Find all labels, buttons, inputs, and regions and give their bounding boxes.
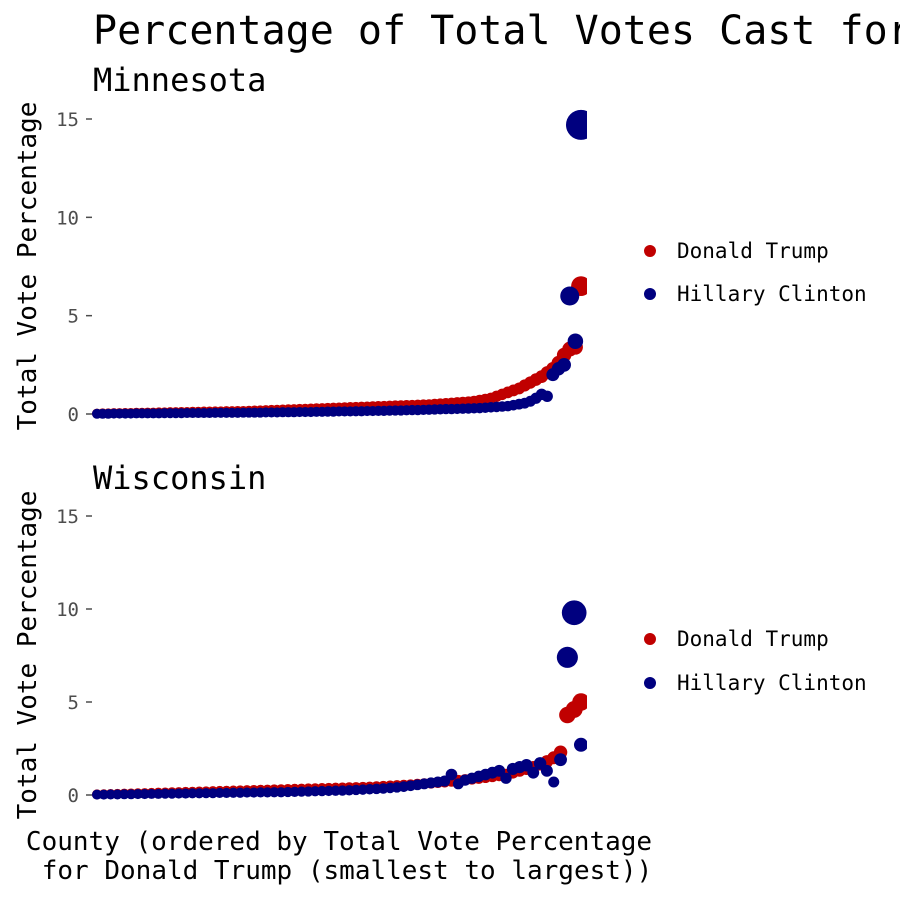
legend-label-trump: Donald Trump bbox=[677, 239, 829, 263]
y-axis-label-wisconsin: Total Vote Percentage bbox=[13, 491, 43, 820]
legend-label-clinton: Hillary Clinton bbox=[677, 282, 867, 306]
y-tick-label: 10 bbox=[56, 207, 79, 229]
y-tick-label: 0 bbox=[68, 404, 79, 426]
legend-label-trump: Donald Trump bbox=[677, 627, 829, 651]
panel-title-wisconsin: Wisconsin bbox=[93, 459, 266, 497]
scatter-points-wisconsin bbox=[91, 600, 587, 800]
legend-label-clinton: Hillary Clinton bbox=[677, 671, 867, 695]
y-axis-minnesota: 0 5 10 15 bbox=[56, 109, 92, 426]
x-axis-label-line2: for Donald Trump (smallest to largest)) bbox=[42, 856, 652, 886]
x-axis-label-line1: County (ordered by Total Vote Percentage bbox=[26, 827, 652, 857]
scatter-points-minnesota bbox=[91, 109, 587, 419]
clinton-point bbox=[557, 357, 571, 372]
clinton-point bbox=[567, 333, 584, 350]
clinton-point bbox=[527, 766, 540, 779]
chart-title: Percentage of Total Votes Cast for bbox=[93, 8, 900, 54]
legend-marker-clinton bbox=[644, 288, 656, 300]
clinton-point bbox=[548, 776, 560, 788]
clinton-point bbox=[561, 600, 587, 626]
clinton-point bbox=[560, 286, 580, 306]
y-tick-label: 10 bbox=[56, 599, 79, 621]
trump-point bbox=[572, 693, 587, 711]
clinton-point bbox=[493, 764, 506, 777]
y-tick-label: 0 bbox=[68, 785, 79, 807]
clinton-point bbox=[573, 737, 587, 752]
legend-marker-clinton bbox=[644, 677, 656, 689]
y-axis-wisconsin: 0 5 10 15 bbox=[56, 506, 92, 807]
panel-minnesota: Minnesota Total Vote Percentage 0 5 10 15 D… bbox=[13, 61, 867, 430]
clinton-point bbox=[540, 764, 553, 777]
y-tick-label: 15 bbox=[56, 109, 79, 131]
clinton-point bbox=[554, 753, 567, 767]
clinton-point bbox=[566, 109, 587, 140]
clinton-point bbox=[445, 768, 458, 781]
legend-wisconsin: Donald Trump Hillary Clinton bbox=[644, 627, 867, 695]
y-tick-label: 15 bbox=[56, 506, 79, 528]
legend-minnesota: Donald Trump Hillary Clinton bbox=[644, 239, 867, 306]
y-tick-label: 5 bbox=[68, 306, 79, 328]
clinton-point bbox=[541, 390, 553, 402]
y-tick-label: 5 bbox=[68, 692, 79, 714]
panel-wisconsin: Wisconsin Total Vote Percentage 0 5 10 15 D… bbox=[13, 459, 867, 819]
y-axis-label-minnesota: Total Vote Percentage bbox=[13, 102, 43, 431]
clinton-point bbox=[556, 646, 578, 668]
legend-marker-trump bbox=[644, 245, 656, 257]
legend-marker-trump bbox=[644, 633, 656, 645]
clinton-point bbox=[500, 772, 512, 784]
panel-title-minnesota: Minnesota bbox=[93, 61, 266, 99]
